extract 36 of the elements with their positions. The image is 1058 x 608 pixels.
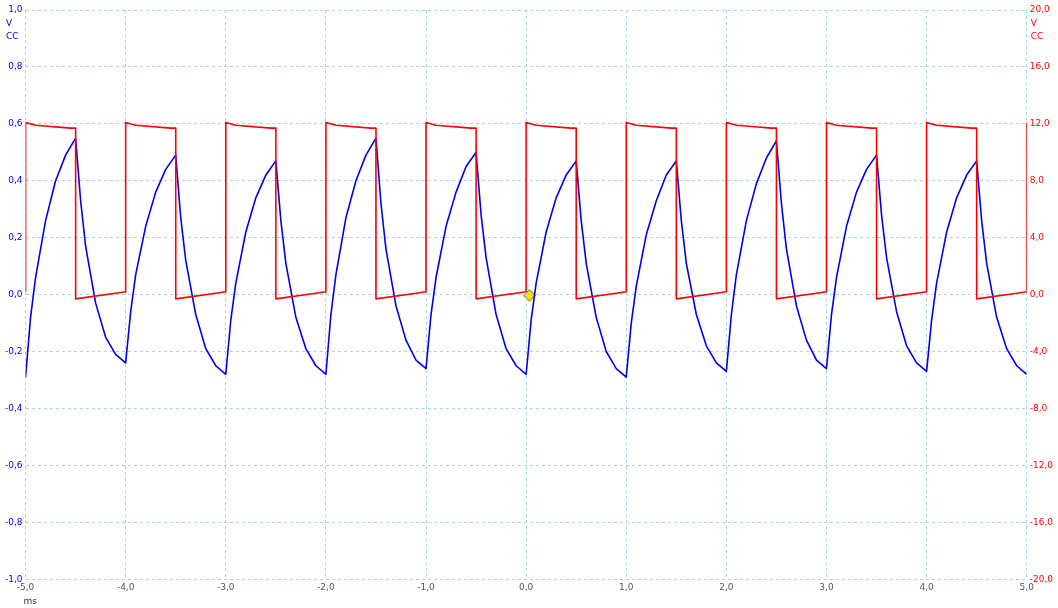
y2-tick-label: -4,0 (1029, 345, 1048, 356)
x-tick-label: -5,0 (16, 581, 35, 592)
y-tick-label: 0,2 (8, 232, 23, 243)
x-tick-label: -1,0 (417, 581, 436, 592)
x-tick-label: 4,0 (919, 581, 935, 592)
y2-tick-label: -12,0 (1029, 459, 1054, 470)
y2-tick-label: -16,0 (1029, 516, 1054, 527)
y-tick-label: -0,6 (5, 459, 23, 470)
y-tick-label: -0,2 (5, 345, 23, 356)
y-tick-label: 0,0 (8, 288, 23, 299)
y-tick-label: 0,4 (8, 175, 23, 186)
x-tick-label: -2,0 (317, 581, 335, 592)
y2-tick-label: -20,0 (1029, 573, 1054, 584)
y2-tick-label: 12,0 (1029, 118, 1051, 129)
y2-tick-label: 4,0 (1029, 232, 1045, 243)
x-tick-label: -3,0 (217, 581, 235, 592)
y-tick-label: -0,8 (5, 516, 23, 527)
y2-tick-label: 16,0 (1029, 61, 1051, 72)
y2-tick-label: 0,0 (1029, 288, 1045, 299)
y2-tick-label: -8,0 (1029, 402, 1048, 413)
x-tick-label: -4,0 (116, 581, 135, 592)
x-tick-label: 1,0 (619, 581, 634, 592)
y2-tick-label: 20,0 (1029, 4, 1051, 15)
y-axis-title: V CC (6, 18, 19, 42)
y2-axis-title: V CC (1030, 18, 1044, 42)
y-tick-label: -0,4 (5, 402, 23, 413)
x-tick-label: 0,0 (518, 581, 534, 592)
x-tick-label: 5,0 (1019, 581, 1035, 592)
y2-tick-label: 8,0 (1029, 175, 1045, 186)
y-tick-label: -1,0 (5, 573, 23, 584)
y-tick-label: 0,6 (8, 118, 23, 129)
x-tick-label: 3,0 (819, 581, 834, 592)
x-axis-title: ms (23, 596, 38, 607)
y-tick-label: 1,0 (8, 4, 23, 15)
y-tick-label: 0,8 (8, 61, 23, 72)
x-tick-label: 2,0 (719, 581, 734, 592)
